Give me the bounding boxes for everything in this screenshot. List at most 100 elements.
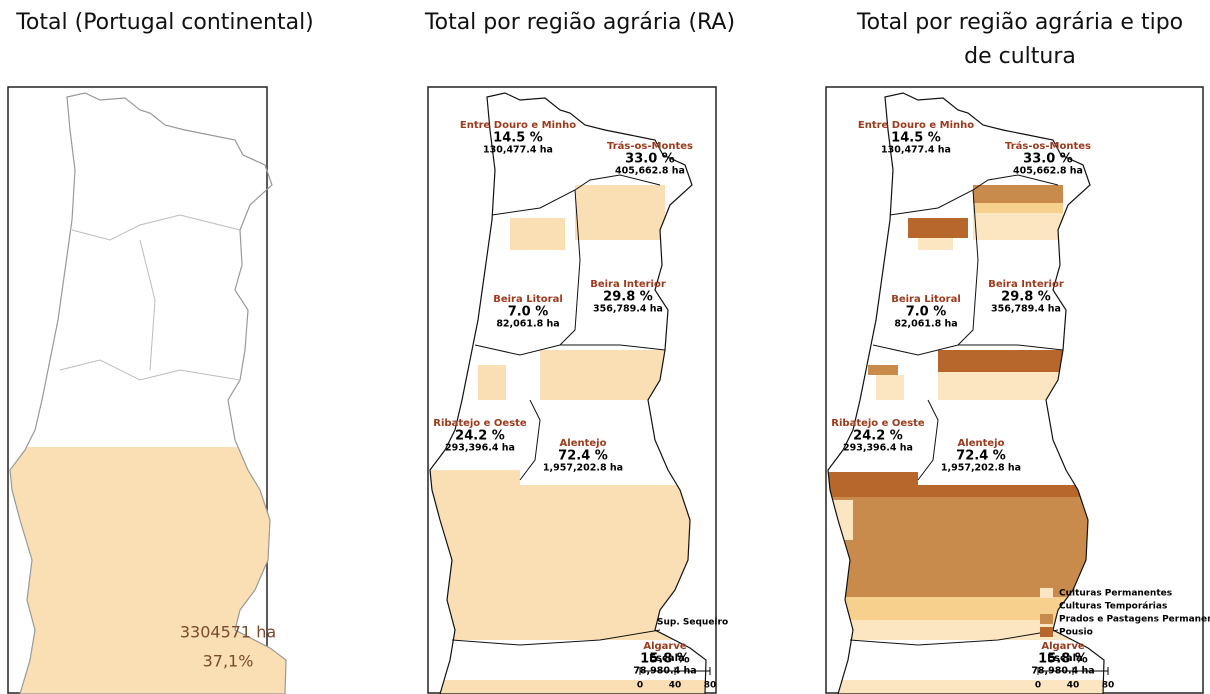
region-name: Trás-os-Montes [607,140,693,152]
boundary [849,629,1059,646]
shade [828,597,1104,620]
legend-swatch [1040,588,1053,598]
region-percent: 33.0 % [625,152,675,167]
region-area: 293,396.4 ha [445,443,515,454]
panel-title: Total por região agrária (RA) [424,10,736,35]
region-percent: 15.8 % [640,652,690,667]
boundary [872,344,1064,356]
shade [876,375,904,400]
region-name: Beira Interior [590,279,666,290]
boundary [519,399,541,481]
legend-label: Pousio [1059,628,1093,638]
boundary [71,214,241,241]
scale-label: 80 [704,681,717,691]
boundary [491,174,661,216]
region-area: 356,789.4 ha [991,304,1061,315]
region-percent: 7.0 % [508,305,549,320]
region-percent: 33.0 % [1023,152,1073,167]
boundary [451,629,661,646]
region-percent: 72.4 % [558,449,608,464]
region-area: 1,957,202.8 ha [941,463,1021,474]
shade [575,185,665,240]
region-name: Beira Litoral [891,294,961,305]
scale-label: 0 [637,681,643,691]
scale-label: 80 [1102,681,1115,691]
boundary [139,239,156,371]
region-area: 405,662.8 ha [1013,166,1083,177]
shade [918,485,1104,497]
boundary [889,174,1059,216]
region-percent: 29.8 % [1001,290,1051,305]
shade [828,620,1104,640]
region-percent: 15.8 % [1038,652,1088,667]
region-name: Alentejo [958,438,1005,449]
region-percent: 72.4 % [956,449,1006,464]
shade [918,238,953,250]
region-name: Entre Douro e Minho [858,120,974,131]
region-name: Beira Interior [988,279,1064,290]
shade [478,365,506,400]
legend-swatch [1040,627,1053,637]
scale-title: Escala [649,653,685,664]
map [9,92,287,694]
region-name: Algarve [643,641,687,652]
shade [540,350,670,400]
shade [828,472,918,500]
legend-label: Prados e Pastagens Permanentes [1059,615,1210,625]
shade [973,203,1063,213]
region-area: 293,396.4 ha [843,443,913,454]
region-percent: 14.5 % [891,131,941,146]
boundary [957,189,979,346]
boundary [474,344,666,356]
shade [938,372,1068,400]
shade [828,680,1104,694]
legend-label: Culturas Permanentes [1059,589,1172,599]
region-percent: 14.5 % [493,131,543,146]
legend-label: Culturas Temporárias [1059,602,1167,612]
region-area: 405,662.8 ha [615,166,685,177]
region-area: 130,477.4 ha [483,145,553,156]
panel-title: Total (Portugal continental) [16,10,314,35]
region-percent: 24.2 % [455,429,505,444]
region-name: Entre Douro e Minho [460,120,576,131]
panel-title: Total por região agrária e tipo de cultu… [856,10,1184,69]
shade [10,447,286,694]
region-name: Alentejo [560,438,607,449]
shade [430,680,706,694]
region-percent: 24.2 % [853,429,903,444]
shade [510,218,565,250]
boundary [559,189,581,346]
region-name: Ribatejo e Oeste [831,418,925,429]
region-area: 356,789.4 ha [593,304,663,315]
boundary [917,399,939,481]
shade [938,350,1068,372]
total-area: 3304571 ha [180,623,276,642]
legend-label: Sup. Sequeiro [657,618,728,628]
shade [868,365,898,375]
shade [908,218,968,238]
region-name: Ribatejo e Oeste [433,418,527,429]
scale-title: Escala [1047,653,1083,664]
region-percent: 29.8 % [603,290,653,305]
legend-swatch [638,617,651,627]
scale-label: 40 [669,681,682,691]
map [429,92,707,694]
region-area: 82,061.8 ha [894,319,957,330]
scale-label: 40 [1067,681,1080,691]
region-name: Algarve [1041,641,1085,652]
region-percent: 7.0 % [906,305,947,320]
shade [973,213,1063,240]
legend-swatch [1040,601,1053,611]
legend-swatch [1040,614,1053,624]
region-area: 82,061.8 ha [496,319,559,330]
shade [973,185,1063,203]
region-area: 130,477.4 ha [881,145,951,156]
boundary [59,359,241,381]
scale-label: 0 [1035,681,1041,691]
region-name: Trás-os-Montes [1005,140,1091,152]
total-share: 37,1% [203,652,254,671]
region-name: Beira Litoral [493,294,563,305]
region-area: 1,957,202.8 ha [543,463,623,474]
